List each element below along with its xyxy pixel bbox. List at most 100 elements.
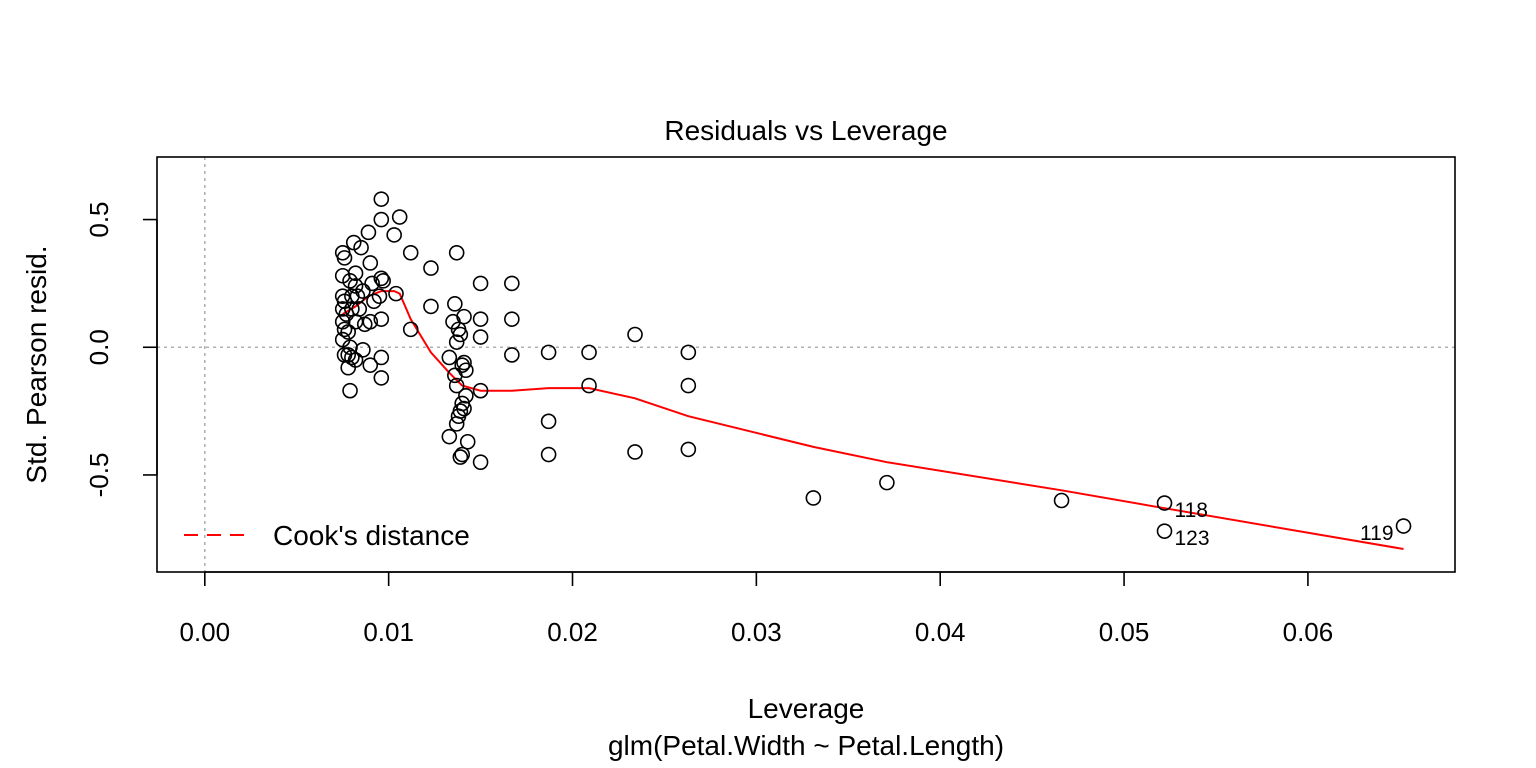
data-point-51: [423, 260, 439, 276]
data-point-40: [373, 270, 390, 287]
data-point-74: [459, 433, 476, 450]
data-point-55: [447, 296, 463, 312]
data-point-22: [347, 265, 364, 282]
data-point-79: [472, 382, 489, 399]
data-point-73: [454, 446, 470, 463]
data-point-20: [353, 239, 369, 256]
reference-lines: [157, 157, 1455, 572]
data-point-69: [458, 362, 474, 379]
data-point-67: [454, 357, 470, 373]
data-point-52: [423, 298, 439, 315]
data-points: [334, 191, 1412, 539]
data-point-80: [472, 454, 489, 470]
x-tick-label-0.06: 0.06: [1283, 617, 1334, 647]
y-axis-title: Std. Pearson resid.: [21, 245, 52, 483]
data-point-90: [627, 444, 643, 460]
data-point-26: [349, 288, 366, 304]
point-label-123: 123: [1175, 527, 1210, 550]
legend: Cook's distance: [184, 520, 470, 551]
data-point-18: [347, 352, 364, 368]
data-point-2: [336, 250, 353, 266]
data-point-89: [627, 326, 643, 343]
data-point-36: [362, 313, 379, 330]
x-tick-label-0.01: 0.01: [363, 617, 414, 647]
data-point-84: [540, 344, 557, 361]
data-point-35: [366, 293, 382, 310]
smoother-layer: [342, 290, 1404, 550]
data-point-46: [386, 227, 402, 243]
data-point-49: [402, 244, 419, 261]
data-point-48: [388, 285, 404, 302]
data-point-81: [504, 275, 520, 292]
data-point-83: [504, 347, 520, 363]
data-point-33: [362, 255, 379, 271]
data-point-21: [342, 273, 358, 289]
data-point-37: [362, 357, 379, 373]
data-point-95: [879, 474, 895, 491]
data-point-72: [456, 400, 472, 417]
y-tick-label-0.5: 0.5: [84, 201, 114, 237]
data-point-31: [355, 342, 371, 358]
y-tick-label--0.5: -0.5: [84, 453, 114, 498]
data-point-99: [1395, 518, 1412, 534]
data-point-39: [373, 211, 390, 228]
legend-label-cooks-distance: Cook's distance: [273, 520, 470, 551]
data-point-96: [1053, 492, 1070, 509]
data-point-93: [680, 441, 697, 458]
data-point-66: [448, 244, 465, 261]
data-point-97: [1156, 495, 1173, 511]
data-point-68: [456, 354, 472, 371]
data-point-34: [364, 275, 380, 292]
data-point-88: [581, 377, 597, 394]
data-point-41: [375, 273, 391, 289]
data-point-65: [452, 449, 469, 465]
point-label-118: 118: [1175, 499, 1208, 522]
x-axis-title: Leverage: [748, 693, 865, 724]
point-label-119: 119: [1360, 522, 1393, 545]
data-point-59: [448, 334, 465, 350]
data-point-6: [334, 301, 351, 317]
data-point-71: [458, 387, 474, 404]
data-point-64: [452, 403, 469, 419]
data-point-85: [540, 413, 557, 430]
data-point-50: [402, 321, 419, 338]
data-point-92: [680, 377, 697, 394]
x-tick-label-0.05: 0.05: [1099, 617, 1150, 647]
data-point-42: [371, 288, 388, 304]
x-tick-label-0.03: 0.03: [731, 617, 782, 647]
data-point-47: [391, 209, 408, 225]
smoother-line: [342, 290, 1404, 550]
data-point-9: [336, 321, 353, 338]
data-point-25: [344, 288, 360, 304]
data-point-53: [441, 349, 458, 366]
data-point-94: [805, 490, 822, 506]
chart-subtitle: glm(Petal.Width ~ Petal.Length): [608, 730, 1004, 761]
data-point-38: [373, 191, 390, 207]
data-point-58: [452, 326, 469, 343]
data-point-17: [344, 349, 360, 366]
data-point-76: [472, 275, 489, 292]
x-axis: 0.00 0.01 0.02 0.03 0.04 0.05 0.06: [179, 571, 1334, 647]
data-point-44: [373, 349, 390, 366]
data-point-86: [540, 446, 557, 463]
data-point-77: [472, 311, 489, 327]
data-point-15: [342, 382, 358, 399]
data-point-87: [581, 344, 597, 361]
point-labels: 118 123 119: [1175, 499, 1394, 550]
data-point-91: [680, 344, 697, 361]
data-point-82: [504, 311, 520, 327]
y-tick-label-0.0: 0.0: [84, 329, 114, 365]
data-point-78: [472, 329, 489, 345]
data-point-61: [448, 377, 465, 394]
data-point-98: [1156, 523, 1173, 539]
data-point-75: [456, 308, 472, 325]
x-tick-label-0.00: 0.00: [179, 617, 230, 647]
data-point-32: [360, 224, 377, 241]
data-point-43: [373, 311, 390, 327]
chart-title: Residuals vs Leverage: [664, 115, 947, 146]
x-tick-label-0.02: 0.02: [547, 617, 598, 647]
data-point-45: [373, 370, 390, 386]
data-point-10: [340, 324, 357, 340]
